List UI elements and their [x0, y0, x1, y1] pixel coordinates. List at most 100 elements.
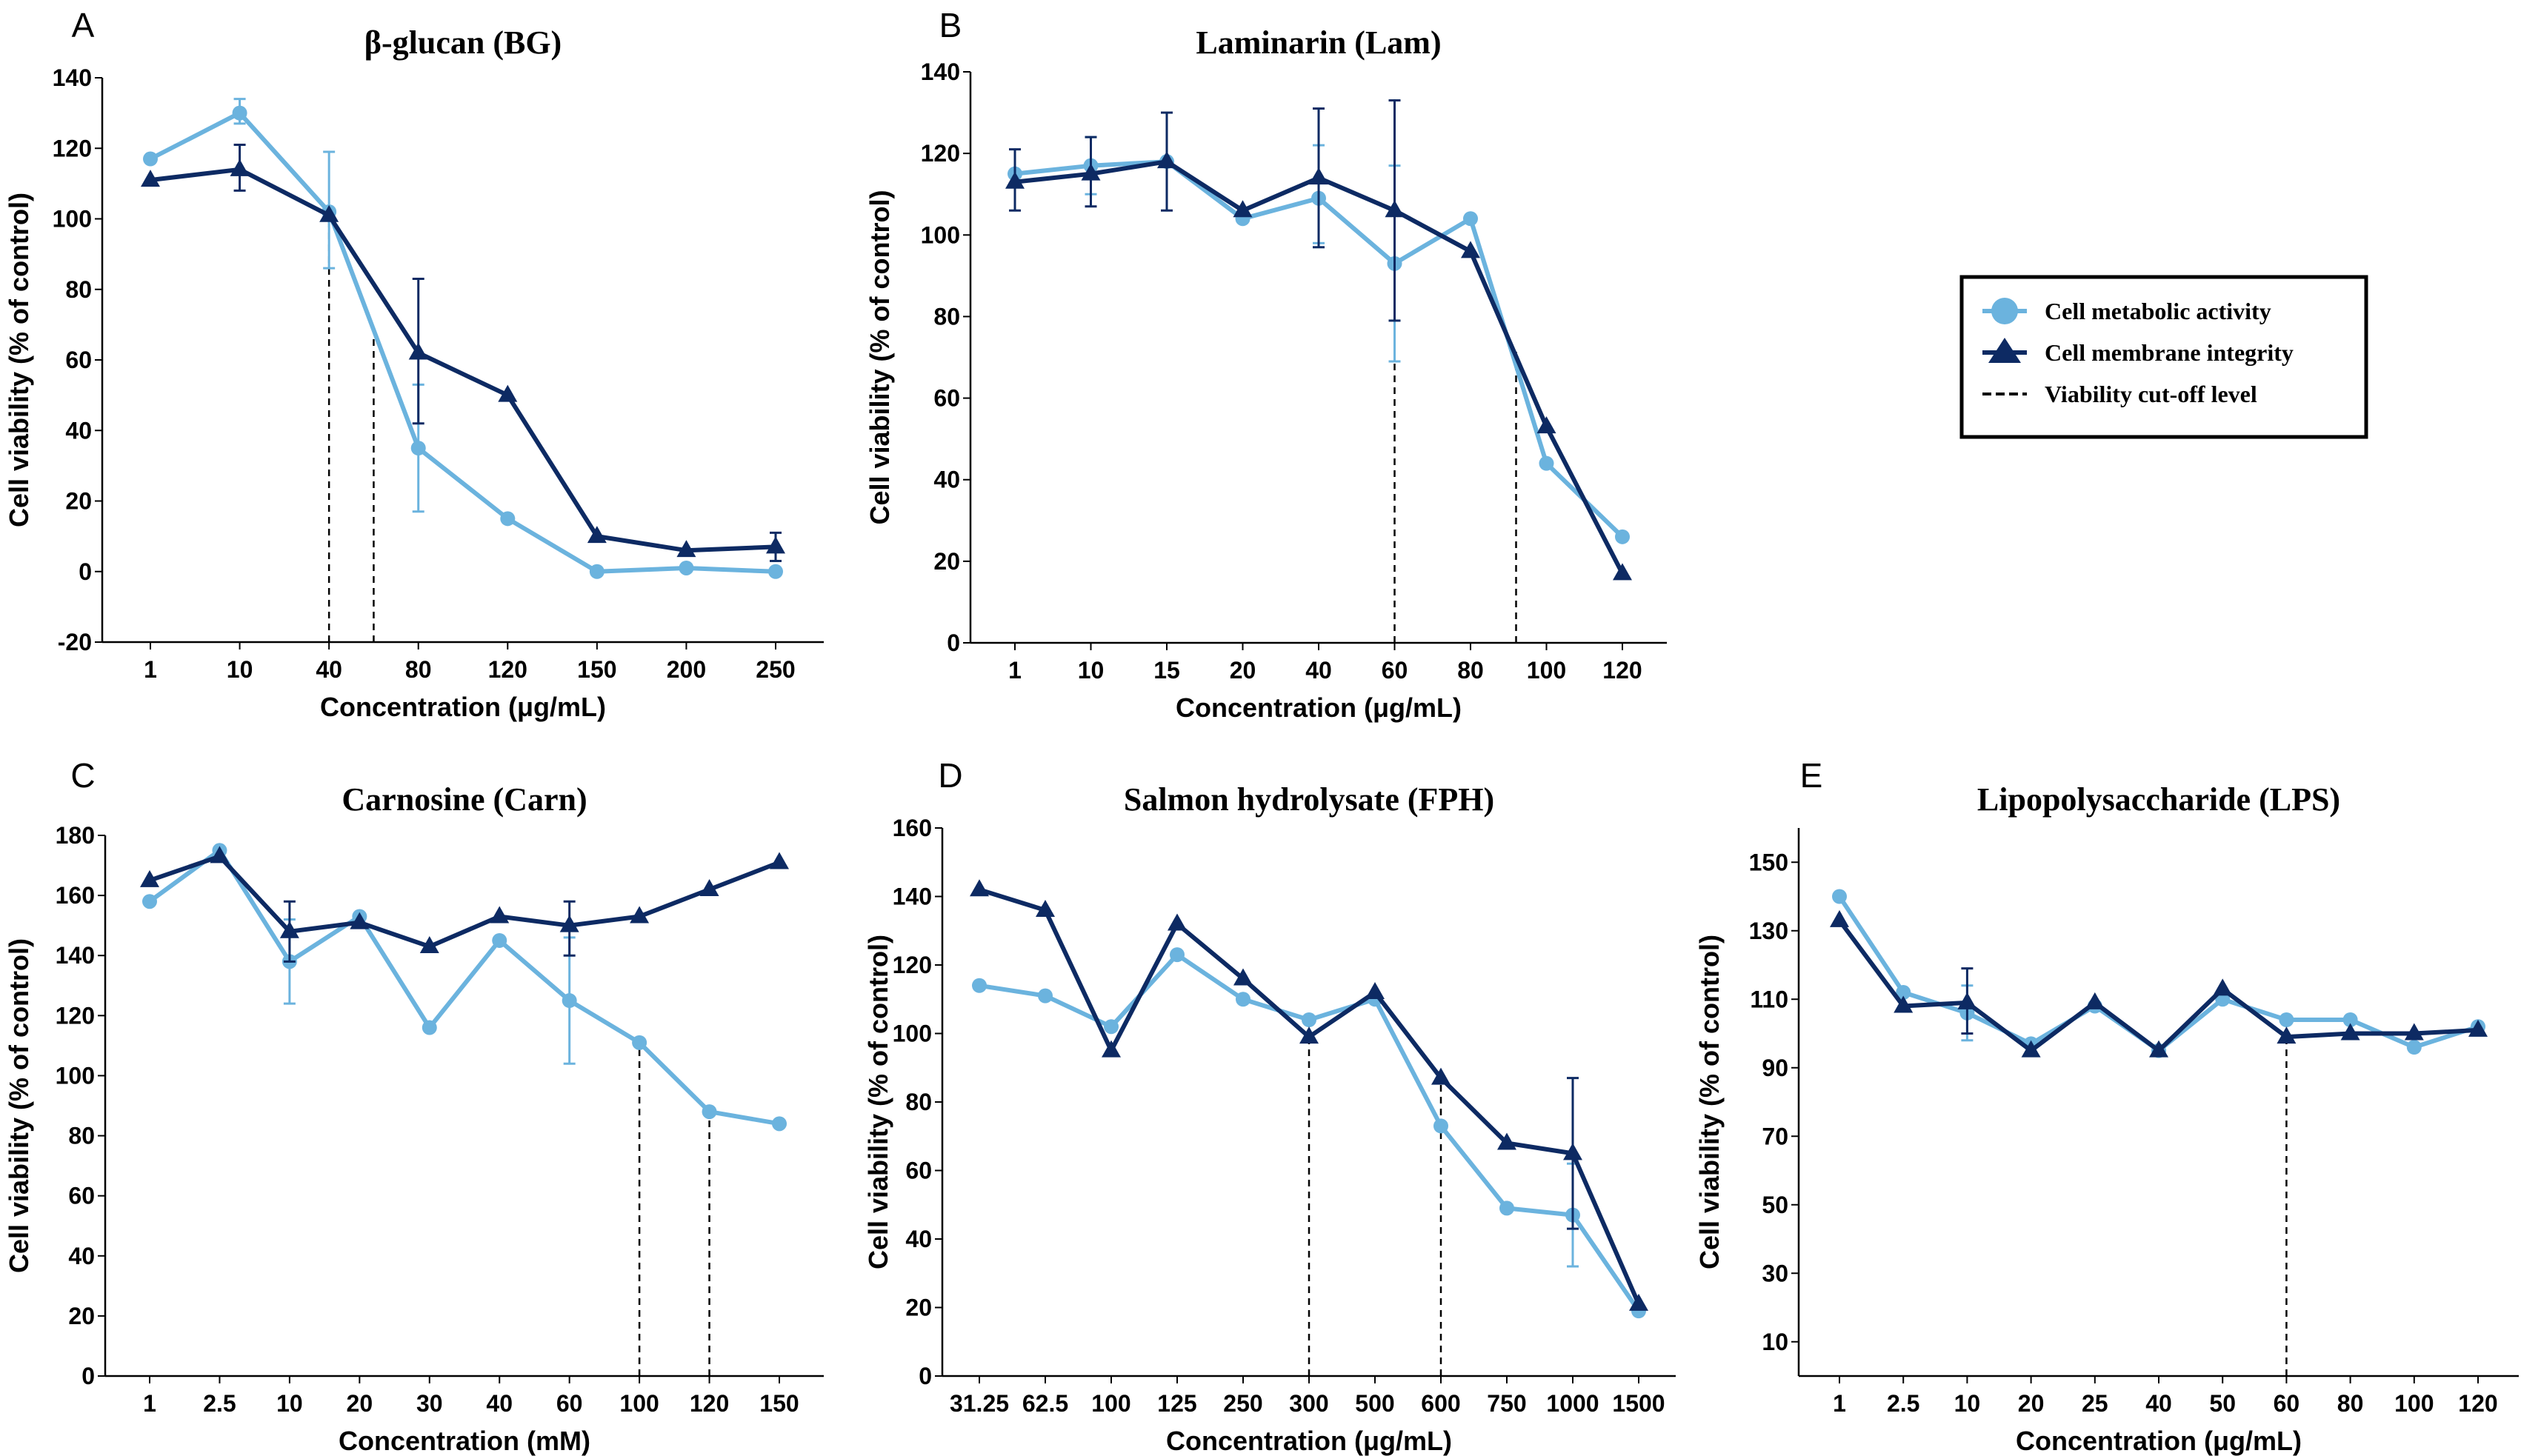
chart-panel-b: B Laminarin (Lam) 0 20 40 60 80 100 120 140 1 10 15 2… [865, 6, 1667, 723]
data-point [1236, 992, 1250, 1007]
data-point [632, 1035, 647, 1050]
y-tick-label: 0 [79, 558, 92, 585]
x-tick-label: 2.5 [203, 1390, 236, 1417]
x-tick-label: 1500 [1612, 1390, 1665, 1417]
x-tick-label: 150 [577, 656, 616, 683]
data-point [1539, 455, 1554, 471]
panel-letter: C [70, 756, 95, 795]
x-tick-label: 2.5 [1887, 1390, 1919, 1417]
data-point [1302, 1012, 1316, 1027]
chart-title: Lipopolysaccharide (LPS) [1977, 781, 2340, 818]
data-point [1629, 1293, 1648, 1311]
data-point [319, 204, 339, 222]
x-tick-label: 100 [1091, 1390, 1130, 1417]
chart-title: Carnosine (Carn) [342, 781, 587, 818]
data-point [768, 564, 783, 579]
y-tick-label: 140 [893, 884, 932, 910]
series-line [149, 854, 781, 949]
data-point [232, 105, 247, 121]
x-tick-label: 20 [2018, 1390, 2045, 1417]
data-point [972, 978, 987, 993]
data-point [492, 932, 507, 948]
series-metabolic [142, 843, 787, 1132]
data-point [422, 1020, 437, 1035]
x-tick-label: 100 [1527, 657, 1566, 684]
x-tick-label: 31.25 [950, 1390, 1009, 1417]
data-point [970, 879, 989, 897]
data-point [1081, 163, 1101, 181]
data-point [410, 441, 426, 456]
y-tick-label: 120 [921, 140, 960, 167]
legend-marker-membrane-triangle [1988, 338, 2021, 363]
x-tick-label: 50 [2209, 1390, 2236, 1417]
data-point [1157, 151, 1176, 169]
data-point [1499, 1200, 1514, 1216]
x-tick-label: 25 [2082, 1390, 2108, 1417]
y-axis-label: Cell viability (% of control) [863, 935, 893, 1269]
y-tick-label: 60 [933, 385, 960, 412]
data-point [1832, 889, 1847, 904]
x-tick-label: 100 [619, 1390, 659, 1417]
data-point [2279, 1012, 2294, 1027]
panel-letter: D [938, 756, 962, 795]
y-tick-label: 40 [68, 1243, 95, 1269]
y-tick-label: 120 [56, 1002, 95, 1029]
x-axis-label: Concentration (μg/mL) [2016, 1426, 2302, 1456]
x-tick-label: 10 [276, 1390, 303, 1417]
chart-panel-d: D Salmon hydrolysate (FPH) 0 20 40 60 80 100 120… [863, 756, 1676, 1456]
data-point [2406, 1040, 2422, 1055]
data-point [1299, 1026, 1319, 1044]
y-axis-label: Cell viability (% of control) [1694, 935, 1725, 1269]
y-tick-label: 10 [1762, 1329, 1788, 1355]
series-membrane [1005, 99, 1632, 581]
y-tick-label: 80 [65, 276, 92, 303]
y-tick-label: 160 [56, 882, 95, 909]
y-tick-label: 80 [905, 1089, 932, 1115]
data-point [1233, 200, 1253, 218]
x-tick-label: 500 [1355, 1390, 1394, 1417]
legend-marker-metabolic-circle [1991, 298, 2018, 324]
legend-box [1959, 275, 2368, 439]
y-tick-label: 20 [933, 548, 960, 575]
series-membrane [141, 143, 785, 562]
y-tick-label: 40 [905, 1226, 932, 1252]
x-tick-label: 60 [2274, 1390, 2300, 1417]
y-tick-label: 100 [893, 1021, 932, 1047]
y-axis-label: Cell viability (% of control) [865, 190, 895, 524]
series-membrane [970, 879, 1648, 1311]
series-line [149, 110, 776, 574]
y-tick-label: 20 [65, 488, 92, 515]
data-point [2342, 1012, 2358, 1027]
data-point [630, 906, 650, 924]
y-tick-label: 140 [921, 59, 960, 85]
y-tick-label: 100 [56, 1062, 95, 1089]
x-axis-label: Concentration (μg/mL) [1166, 1426, 1452, 1456]
y-tick-label: 120 [53, 135, 92, 161]
x-tick-label: 1 [143, 1390, 156, 1417]
y-tick-label: 90 [1762, 1055, 1788, 1081]
x-tick-label: 15 [1153, 657, 1180, 684]
data-point [1613, 563, 1632, 581]
data-point [1433, 1118, 1448, 1134]
y-tick-label: 100 [53, 206, 92, 233]
x-axis-label: Concentration (mM) [339, 1426, 590, 1456]
data-point [1957, 992, 1977, 1009]
y-tick-label: 140 [53, 64, 92, 91]
x-tick-label: 250 [1223, 1390, 1262, 1417]
x-tick-label: 120 [690, 1390, 729, 1417]
series-line [150, 167, 776, 553]
data-point [1168, 913, 1187, 931]
data-point [2404, 1023, 2424, 1041]
y-tick-label: 160 [893, 815, 932, 841]
y-tick-label: 140 [56, 942, 95, 969]
data-point [559, 915, 579, 932]
data-point [1830, 909, 1849, 927]
y-tick-label: 80 [933, 303, 960, 330]
data-point [772, 1116, 787, 1132]
legend: Cell metabolic activity Cell membrane in… [1959, 275, 2368, 439]
x-tick-label: 1 [144, 656, 157, 683]
data-point [2021, 1040, 2041, 1058]
y-tick-label: 0 [919, 1363, 932, 1389]
